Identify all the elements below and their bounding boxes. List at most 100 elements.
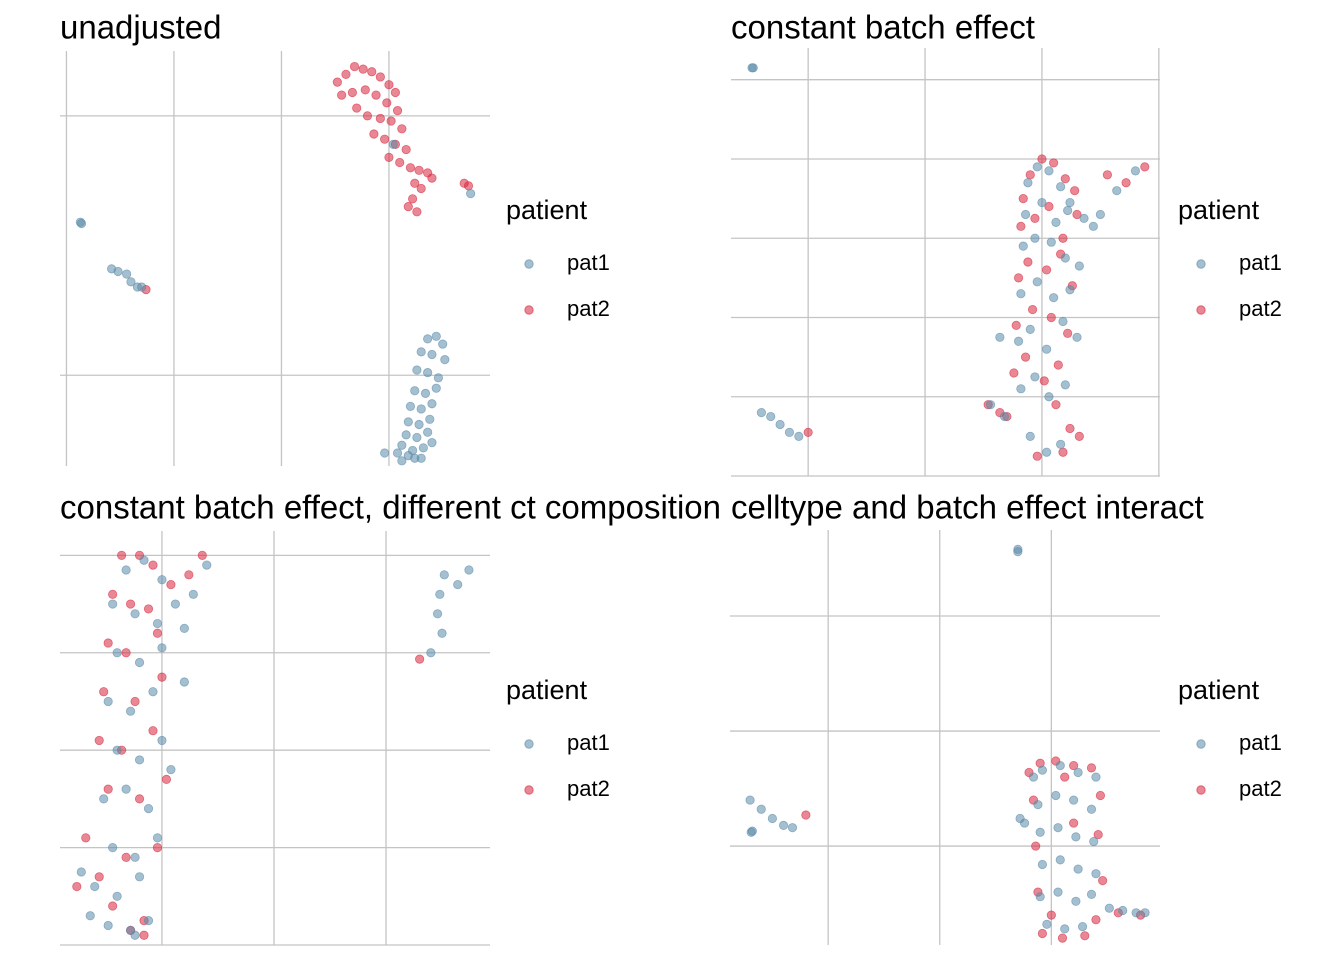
point	[380, 448, 390, 458]
point	[121, 565, 131, 575]
point	[130, 852, 140, 862]
point	[103, 696, 113, 707]
point	[1056, 182, 1066, 192]
point	[371, 90, 381, 100]
point	[416, 347, 426, 357]
point	[1056, 439, 1066, 449]
point	[157, 643, 167, 653]
point	[1077, 921, 1088, 932]
point	[427, 349, 437, 360]
point	[1031, 841, 1041, 851]
point	[1074, 431, 1084, 441]
point	[157, 735, 167, 746]
point	[803, 427, 813, 438]
point	[137, 282, 147, 292]
point	[1095, 790, 1106, 801]
point	[1072, 209, 1082, 220]
point	[463, 181, 474, 191]
chart-title: unadjusted	[60, 9, 221, 46]
point	[1042, 265, 1052, 275]
point	[1060, 924, 1070, 934]
point	[130, 696, 140, 707]
point	[1051, 790, 1061, 801]
legend-label: pat2	[1239, 776, 1282, 801]
legend-title: patient	[1178, 195, 1260, 225]
point	[1073, 864, 1083, 874]
point	[362, 111, 373, 121]
point	[352, 103, 362, 113]
point	[1030, 233, 1040, 243]
chart-title: constant batch effect	[731, 9, 1035, 46]
point	[1091, 772, 1101, 782]
point	[1016, 289, 1026, 299]
point	[1044, 166, 1054, 176]
panel: unadjusted patient pat1 pat2	[60, 9, 610, 466]
point	[435, 589, 445, 599]
point	[801, 810, 811, 820]
point	[401, 144, 411, 155]
point	[1063, 328, 1073, 338]
point	[466, 189, 476, 199]
point	[431, 331, 441, 341]
point	[108, 842, 118, 853]
point	[412, 207, 422, 217]
point	[1016, 221, 1026, 231]
point	[1049, 158, 1059, 168]
point	[1035, 892, 1045, 902]
point	[152, 618, 163, 629]
point	[1044, 392, 1054, 402]
point	[407, 194, 418, 204]
point	[112, 745, 122, 755]
point	[148, 726, 158, 736]
point	[1140, 162, 1150, 172]
point	[1058, 447, 1068, 457]
point	[121, 648, 131, 658]
point	[401, 430, 411, 440]
point	[161, 774, 172, 785]
point	[1032, 162, 1042, 172]
point	[415, 654, 425, 664]
point	[423, 334, 433, 344]
point	[152, 628, 163, 638]
point	[395, 157, 405, 168]
point	[1053, 823, 1063, 833]
point	[1025, 324, 1035, 334]
point	[756, 407, 766, 418]
point	[418, 443, 428, 453]
point	[410, 178, 420, 188]
point	[397, 124, 407, 134]
point	[202, 560, 212, 570]
point	[1072, 332, 1082, 342]
point	[995, 332, 1005, 342]
point	[81, 833, 91, 843]
point	[103, 638, 113, 648]
chart-title: celltype and batch effect interact	[731, 489, 1204, 526]
point	[386, 116, 396, 126]
point	[1079, 213, 1089, 224]
point	[405, 401, 416, 411]
point	[94, 872, 104, 882]
point	[1028, 772, 1039, 782]
point	[775, 419, 785, 430]
point	[375, 72, 385, 82]
point	[392, 448, 403, 458]
point	[125, 599, 136, 609]
point	[427, 173, 437, 183]
point	[438, 339, 448, 349]
point	[108, 599, 118, 609]
point	[134, 657, 145, 668]
point	[397, 456, 407, 466]
point	[125, 706, 136, 716]
legend-title: patient	[506, 195, 588, 225]
point	[112, 891, 122, 901]
point	[412, 365, 422, 375]
point	[166, 579, 176, 590]
legend-title: patient	[1178, 675, 1260, 705]
point	[166, 765, 176, 775]
point	[1091, 915, 1101, 925]
point	[1032, 451, 1042, 461]
point	[134, 755, 145, 765]
point	[121, 852, 131, 862]
point	[1046, 910, 1056, 920]
